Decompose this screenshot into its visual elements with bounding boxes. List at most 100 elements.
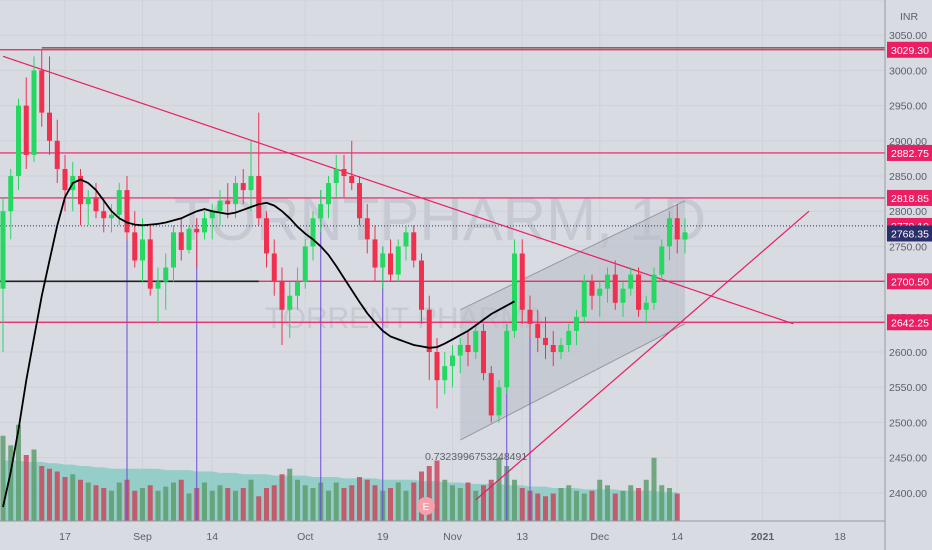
- candle-body: [302, 246, 308, 282]
- volume-bar: [310, 488, 316, 521]
- candle-body: [209, 211, 215, 219]
- candle: [31, 56, 37, 162]
- volume-bar: [256, 496, 262, 521]
- candle-body: [682, 232, 688, 240]
- channel-lower-line[interactable]: [460, 323, 686, 441]
- candle-body: [217, 200, 223, 212]
- candle-body: [233, 183, 238, 205]
- candle: [287, 281, 293, 338]
- price-tick-label[interactable]: 2750.00: [889, 241, 927, 253]
- candle-body: [333, 168, 339, 184]
- candle: [636, 267, 641, 317]
- candle-body: [194, 228, 200, 233]
- candle: [419, 253, 424, 324]
- candle-body: [504, 330, 510, 388]
- time-axis[interactable]: 17 Sep 14 Oct 19 Nov 13 Dec 14 2021 18: [59, 531, 846, 543]
- candle-body: [512, 253, 517, 331]
- time-tick-label[interactable]: Dec: [590, 531, 609, 543]
- price-axis[interactable]: 2400.002450.002500.002550.002600.002650.…: [889, 30, 927, 500]
- volume-bar: [543, 496, 548, 521]
- candle: [504, 323, 510, 395]
- candle: [403, 225, 409, 261]
- volume-bar: [643, 479, 649, 521]
- price-tick-label[interactable]: 2600.00: [889, 347, 927, 359]
- price-tick-label[interactable]: 3050.00: [889, 30, 927, 42]
- price-tick-label[interactable]: 2400.00: [889, 488, 927, 500]
- price-tags: 3029.302882.752818.852779.102768.352700.…: [887, 41, 932, 331]
- price-tick-label[interactable]: 2800.00: [889, 206, 927, 218]
- price-tick-label[interactable]: 2550.00: [889, 382, 927, 394]
- time-tick-label[interactable]: Nov: [443, 531, 462, 543]
- candle: [279, 267, 285, 345]
- channel-upper-line[interactable]: [460, 200, 686, 311]
- time-tick-label[interactable]: 14: [671, 531, 683, 543]
- volume-bar: [411, 482, 417, 521]
- trendline[interactable]: [475, 210, 810, 501]
- volume-bar: [488, 479, 494, 521]
- candle: [54, 119, 60, 184]
- candle-body: [636, 274, 641, 310]
- candle-body: [496, 387, 502, 416]
- price-channel[interactable]: [460, 200, 686, 441]
- candle-body: [481, 330, 486, 374]
- time-tick-label[interactable]: Oct: [297, 531, 313, 543]
- candle-body: [62, 168, 68, 191]
- volume-bar: [341, 488, 347, 521]
- volume-bar: [566, 485, 572, 521]
- candle-body: [163, 267, 169, 282]
- volume-bar: [326, 490, 331, 521]
- candle-body: [651, 274, 657, 303]
- candle: [349, 140, 355, 191]
- candle: [240, 168, 246, 205]
- candle-body: [372, 239, 378, 268]
- event-marker-circle[interactable]: [417, 497, 435, 515]
- time-tick-label[interactable]: Sep: [133, 531, 152, 543]
- candle-body: [23, 105, 29, 155]
- candle-body: [295, 281, 300, 296]
- candle: [659, 239, 665, 282]
- candle-body: [341, 168, 347, 177]
- time-tick-label[interactable]: 14: [206, 531, 218, 543]
- candle-body: [326, 183, 331, 205]
- price-tick-label[interactable]: 2450.00: [889, 453, 927, 465]
- candle-body: [39, 70, 45, 113]
- candle-body: [388, 253, 393, 275]
- volume-bar: [217, 485, 223, 521]
- candle-body: [674, 218, 680, 240]
- volume-bar: [357, 477, 362, 521]
- volume-bar: [140, 488, 145, 521]
- candle: [132, 211, 138, 268]
- event-marker[interactable]: E: [417, 497, 435, 515]
- candle: [450, 344, 455, 388]
- price-tick-label[interactable]: 2850.00: [889, 171, 927, 183]
- candle: [248, 140, 254, 212]
- candle: [155, 267, 161, 324]
- price-tag-box: [887, 314, 932, 331]
- price-tick-label[interactable]: 3000.00: [889, 65, 927, 77]
- time-tick-label[interactable]: 2021: [751, 531, 775, 543]
- volume-bar: [434, 460, 440, 521]
- horizontal-levels[interactable]: [0, 47, 885, 323]
- time-tick-label[interactable]: 13: [516, 531, 528, 543]
- ma-line: [2, 178, 515, 508]
- time-tick-label[interactable]: 18: [834, 531, 846, 543]
- volume-bar: [388, 488, 393, 521]
- volume-bar: [659, 485, 665, 521]
- volume-bar: [636, 488, 641, 521]
- time-tick-label[interactable]: 17: [59, 531, 71, 543]
- price-tick-label[interactable]: 2900.00: [889, 136, 927, 148]
- price-tag: 2642.25: [887, 314, 932, 331]
- volume-bar: [473, 490, 479, 521]
- price-tick-label[interactable]: 2950.00: [889, 101, 927, 113]
- time-tick-label[interactable]: 19: [377, 531, 389, 543]
- candle-body: [349, 176, 355, 184]
- price-tick-label[interactable]: 2500.00: [889, 417, 927, 429]
- volume-bar: [39, 466, 45, 521]
- candle: [109, 204, 114, 233]
- candle-body: [543, 337, 548, 345]
- candle-body: [535, 323, 541, 338]
- candle: [574, 309, 579, 345]
- candle: [217, 190, 223, 226]
- volume-bar: [240, 488, 246, 521]
